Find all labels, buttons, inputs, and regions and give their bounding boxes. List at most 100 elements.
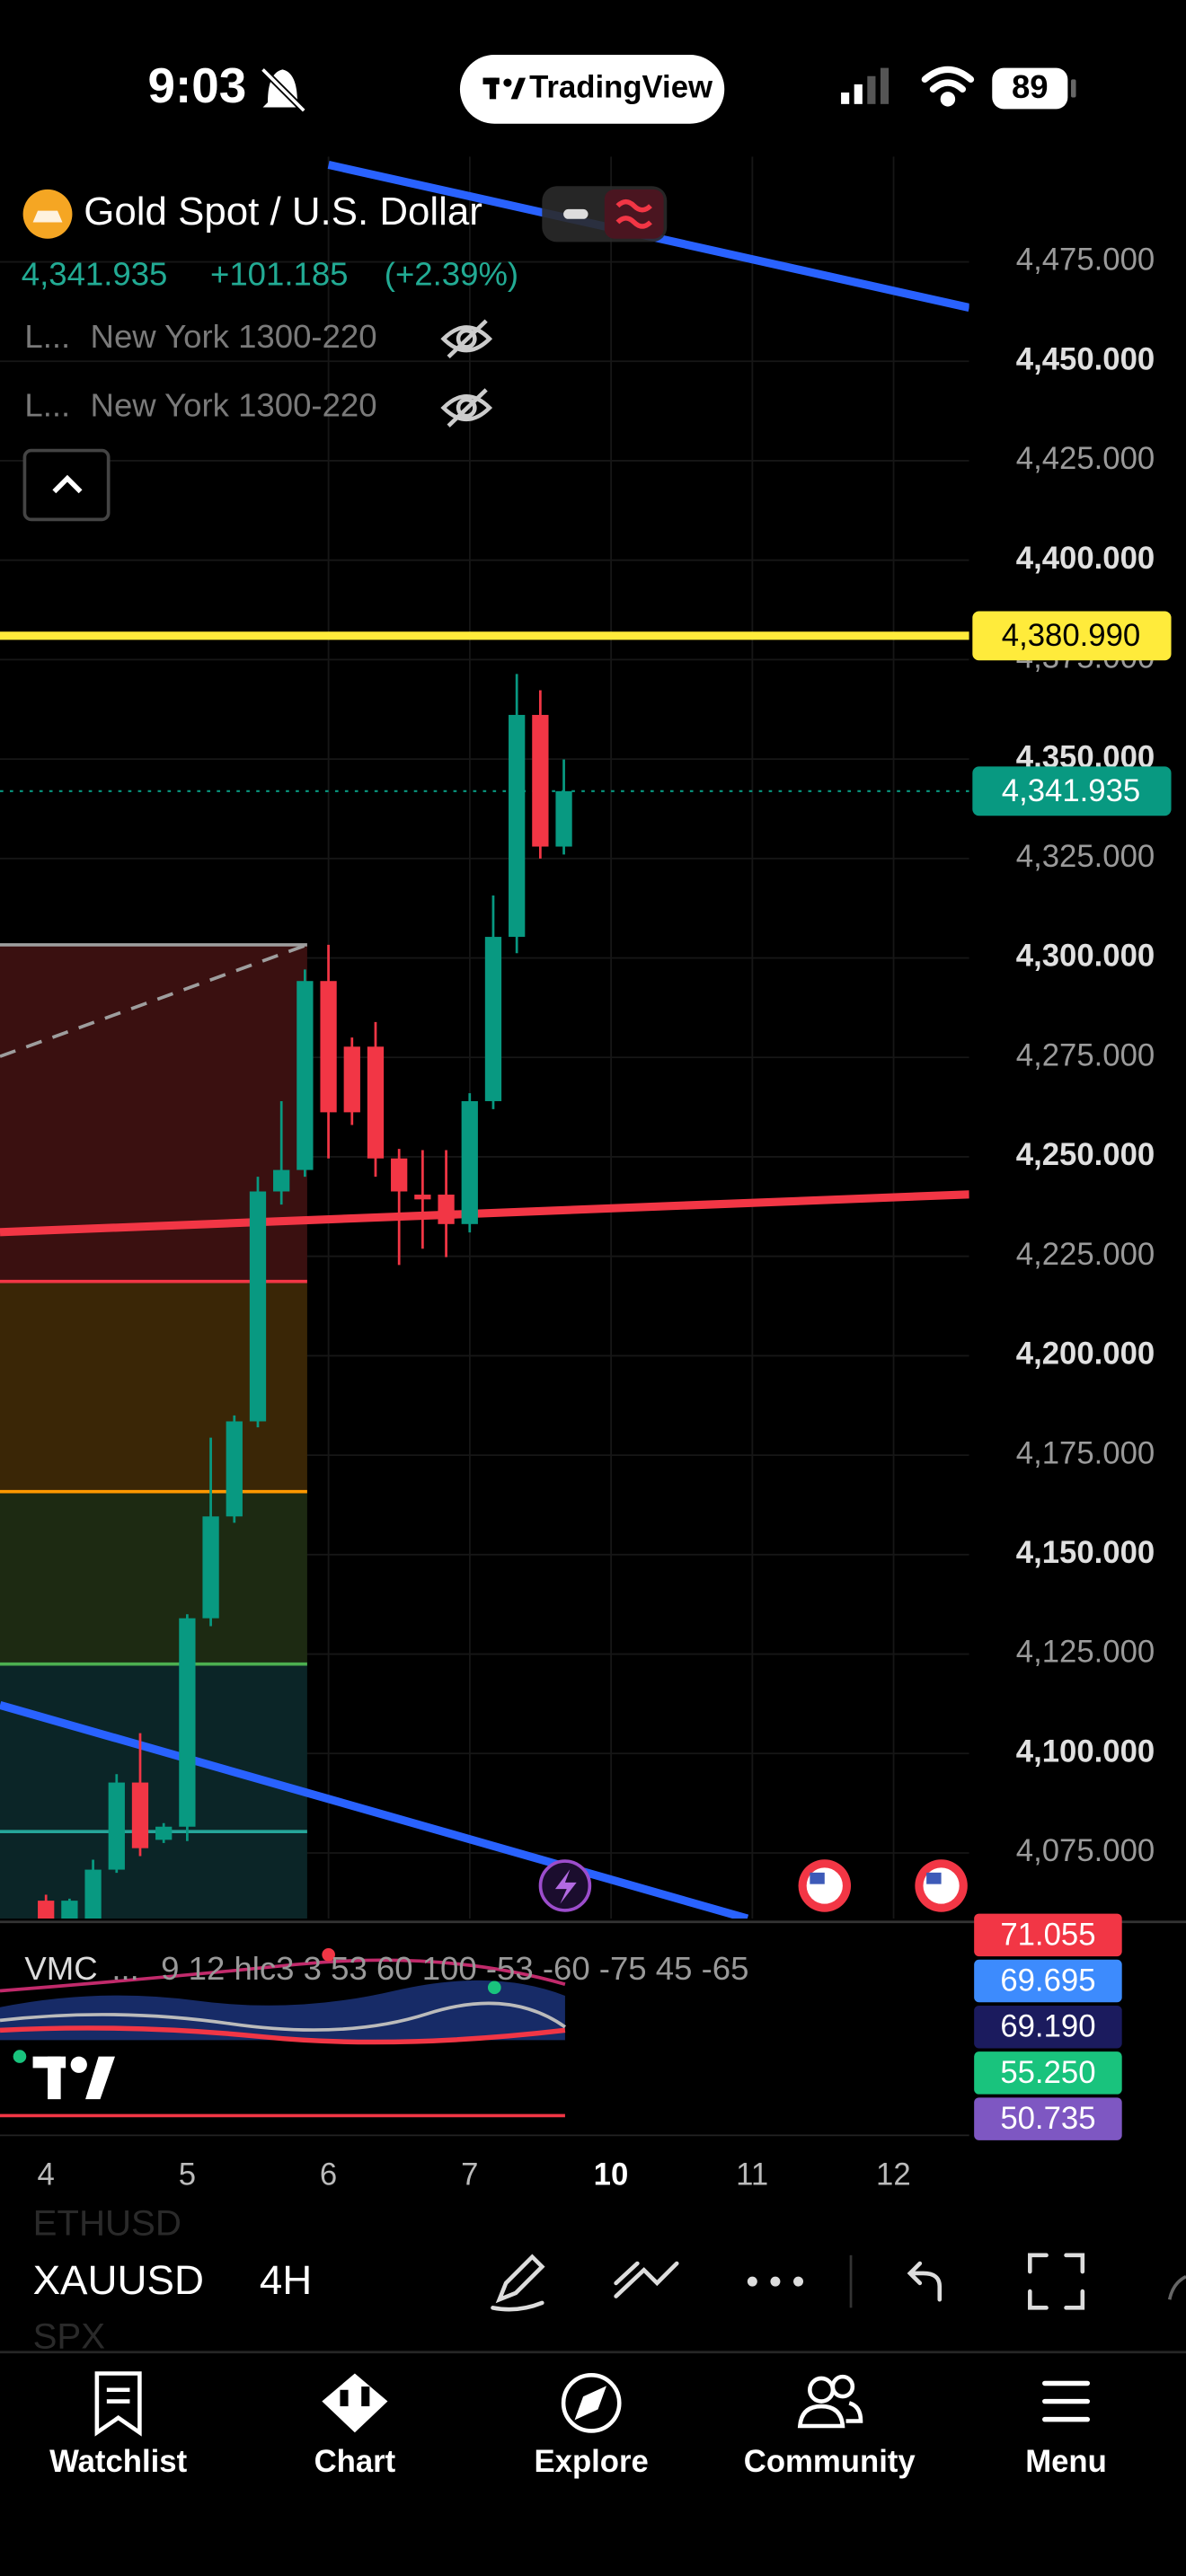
y-tick-label: 4,450.000 xyxy=(1016,342,1155,376)
hidden-eye-icon[interactable] xyxy=(440,319,493,359)
indicator-short[interactable]: L... xyxy=(24,387,70,424)
candle-body xyxy=(461,1100,478,1224)
interval-button[interactable]: 4H xyxy=(260,2257,312,2303)
indicator-params: 9 12 hlc3 3 53 60 100 -53 -60 -75 45 -65 xyxy=(161,1950,748,1987)
more-tool[interactable] xyxy=(747,2276,804,2287)
y-tick-label: 4,150.000 xyxy=(1016,1536,1155,1570)
indicator-badge xyxy=(974,2051,1122,2095)
candle-body xyxy=(179,1618,196,1827)
undo-tool[interactable] xyxy=(907,2261,943,2302)
indicator-value: 50.735 xyxy=(1000,2102,1095,2136)
candle-body xyxy=(296,981,314,1170)
x-tick-label: 5 xyxy=(179,2157,196,2192)
status-time: 9:03 xyxy=(148,57,247,113)
legend-pill-dash xyxy=(563,208,589,219)
tab-label[interactable]: Community xyxy=(744,2445,916,2479)
y-tick-label: 4,425.000 xyxy=(1016,442,1155,476)
fib-zones xyxy=(0,943,308,1919)
event-icon[interactable] xyxy=(915,1859,968,1912)
fullscreen-tool[interactable] xyxy=(1028,2253,1085,2310)
candle-body xyxy=(414,1195,431,1200)
x-tick-label: 11 xyxy=(736,2157,768,2192)
indicator-badge xyxy=(974,2005,1122,2049)
y-tick-label: 4,200.000 xyxy=(1016,1337,1155,1372)
y-tick-label: 4,275.000 xyxy=(1016,1038,1155,1072)
draw-tool[interactable] xyxy=(491,2254,545,2312)
candle-body xyxy=(202,1516,219,1619)
x-tick-label: 4 xyxy=(38,2157,55,2192)
symbol-icon-bars xyxy=(32,210,63,223)
legend-pill-wave-bg xyxy=(604,189,664,239)
indicator-dots: ... xyxy=(111,1950,138,1987)
tv-logo xyxy=(482,77,527,100)
collapse-arrow xyxy=(52,474,83,494)
mute-icon xyxy=(260,66,306,113)
y-tick-label: 4,250.000 xyxy=(1016,1138,1155,1172)
symbol-ghost: SPX xyxy=(33,2316,105,2357)
y-tick-label: 4,325.000 xyxy=(1016,840,1155,874)
indicator-short[interactable]: L... xyxy=(24,318,70,355)
symbol-button[interactable]: XAUUSD xyxy=(33,2257,204,2303)
candle-body xyxy=(155,1826,173,1840)
tab-icon[interactable] xyxy=(94,2371,142,2437)
candle-body xyxy=(108,1782,125,1870)
candle-body xyxy=(273,1169,290,1192)
wifi-icon xyxy=(921,66,975,107)
app-name: TradingView xyxy=(529,71,713,105)
app-pill xyxy=(459,54,725,124)
y-tick-label: 4,075.000 xyxy=(1016,1834,1155,1868)
indicator-title[interactable]: VMC xyxy=(24,1950,97,1987)
candle-body xyxy=(391,1158,408,1192)
indicator-badge xyxy=(974,1913,1122,1957)
indicator-badge xyxy=(974,1959,1122,2003)
x-tick-label: 6 xyxy=(320,2157,337,2192)
indicator-name[interactable]: New York 1300-220 xyxy=(91,387,377,424)
tab-label[interactable]: Menu xyxy=(1025,2445,1107,2479)
price-badge-label: 4,380.990 xyxy=(1002,619,1140,653)
tab-label[interactable]: Explore xyxy=(534,2445,648,2479)
header-change: +101.185 xyxy=(210,255,348,292)
trend-tool[interactable] xyxy=(614,2261,679,2298)
hidden-eye-icon[interactable] xyxy=(440,388,493,428)
grid-vertical xyxy=(327,156,895,1919)
candle-body xyxy=(226,1421,243,1517)
x-tick-label: 10 xyxy=(594,2157,629,2192)
plot-area xyxy=(0,156,969,1919)
indicator-value: 71.055 xyxy=(1000,1918,1095,1952)
event-icon[interactable] xyxy=(798,1859,852,1912)
indicator-waves xyxy=(0,1947,566,2063)
tab-icon[interactable] xyxy=(322,2373,388,2433)
tab-label[interactable]: Chart xyxy=(314,2445,396,2479)
candle-body xyxy=(38,1901,55,1919)
signal-icon xyxy=(841,67,890,104)
battery xyxy=(992,67,1068,110)
candle-body xyxy=(131,1782,149,1848)
candle-body xyxy=(61,1901,78,1919)
candle-body xyxy=(320,981,337,1113)
tab-icon[interactable] xyxy=(1042,2380,1091,2422)
candle-body xyxy=(509,714,526,938)
indicator-name[interactable]: New York 1300-220 xyxy=(91,318,377,355)
price-badge-label: 4,341.935 xyxy=(1002,774,1140,808)
y-tick-label: 4,475.000 xyxy=(1016,243,1155,278)
y-tick-label: 4,225.000 xyxy=(1016,1238,1155,1272)
event-icon[interactable] xyxy=(538,1859,592,1912)
trend-line xyxy=(0,1190,969,1237)
symbol-title: Gold Spot / U.S. Dollar xyxy=(84,190,482,234)
toolbar-overflow xyxy=(1167,2274,1186,2300)
candle-body xyxy=(555,790,572,847)
candle-body xyxy=(84,1869,102,1919)
candle-body xyxy=(484,937,502,1101)
battery-tip xyxy=(1071,79,1076,98)
symbol-ghost: ETHUSD xyxy=(33,2203,181,2244)
tab-icon[interactable] xyxy=(797,2374,863,2429)
tab-icon[interactable] xyxy=(561,2373,622,2433)
collapse-button[interactable] xyxy=(22,448,111,522)
y-tick-label: 4,175.000 xyxy=(1016,1436,1155,1470)
x-tick-label: 12 xyxy=(876,2157,911,2192)
y-tick-label: 4,100.000 xyxy=(1016,1734,1155,1769)
tab-label[interactable]: Watchlist xyxy=(49,2445,187,2479)
y-tick-label: 4,300.000 xyxy=(1016,940,1155,974)
candle-body xyxy=(343,1046,360,1113)
